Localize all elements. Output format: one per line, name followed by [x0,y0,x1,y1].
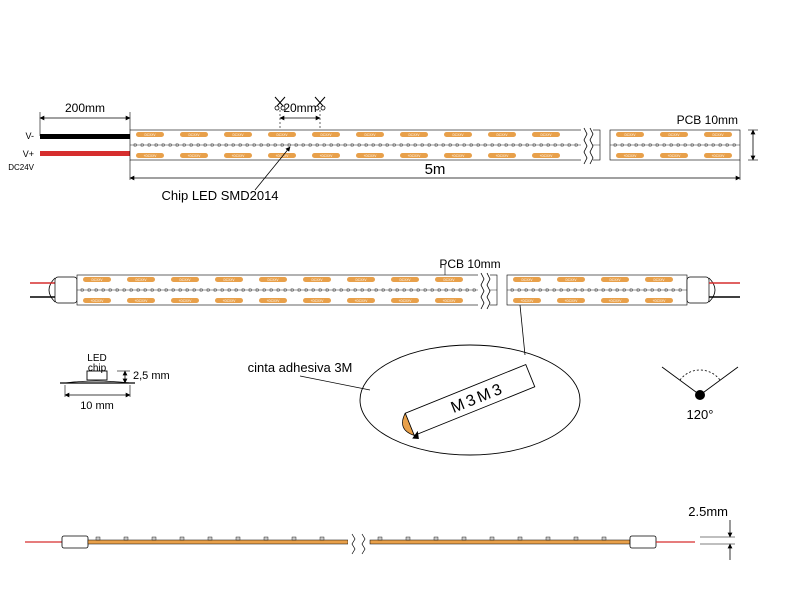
svg-text:DCXXV: DCXXV [268,278,280,282]
svg-text:+DCXXV: +DCXXV [320,154,334,158]
svg-text:DCXXV: DCXXV [669,133,681,137]
svg-text:DCXXV: DCXXV [312,278,324,282]
svg-text:DC24V: DC24V [8,163,34,172]
svg-text:5m: 5m [425,161,446,178]
svg-text:2.5mm: 2.5mm [688,504,728,519]
svg-text:DCXXV: DCXXV [233,133,245,137]
svg-text:V-: V- [25,131,34,141]
svg-text:+DCXXV: +DCXXV [540,154,554,158]
svg-text:DCXXV: DCXXV [356,278,368,282]
svg-text:DCXXV: DCXXV [625,133,637,137]
svg-text:200mm: 200mm [65,101,105,115]
svg-text:DCXXV: DCXXV [189,133,201,137]
svg-text:Chip LED SMD2014: Chip LED SMD2014 [161,188,278,203]
svg-text:DCXXV: DCXXV [713,133,725,137]
svg-text:DCXXV: DCXXV [522,278,534,282]
svg-text:DCXXV: DCXXV [136,278,148,282]
svg-text:+DCXXV: +DCXXV [232,154,246,158]
svg-text:120°: 120° [687,407,714,422]
svg-text:+DCXXV: +DCXXV [144,154,158,158]
svg-text:DCXXV: DCXXV [444,278,456,282]
svg-text:+DCXXV: +DCXXV [135,299,149,303]
svg-text:20mm: 20mm [283,101,316,115]
svg-text:DCXXV: DCXXV [180,278,192,282]
svg-text:+DCXXV: +DCXXV [496,154,510,158]
svg-text:+DCXXV: +DCXXV [712,154,726,158]
svg-text:+DCXXV: +DCXXV [521,299,535,303]
svg-text:DCXXV: DCXXV [92,278,104,282]
svg-text:2,5 mm: 2,5 mm [133,370,170,382]
svg-text:+DCXXV: +DCXXV [311,299,325,303]
svg-text:+DCXXV: +DCXXV [668,154,682,158]
svg-text:+DCXXV: +DCXXV [565,299,579,303]
svg-text:DCXXV: DCXXV [400,278,412,282]
svg-text:DCXXV: DCXXV [145,133,157,137]
svg-text:DCXXV: DCXXV [541,133,553,137]
svg-text:+DCXXV: +DCXXV [188,154,202,158]
svg-text:+DCXXV: +DCXXV [399,299,413,303]
svg-text:+DCXXV: +DCXXV [355,299,369,303]
svg-text:+DCXXV: +DCXXV [624,154,638,158]
svg-text:DCXXV: DCXXV [409,133,421,137]
svg-text:DCXXV: DCXXV [224,278,236,282]
svg-text:+DCXXV: +DCXXV [408,154,422,158]
svg-text:10 mm: 10 mm [80,400,114,412]
svg-text:DCXXV: DCXXV [497,133,509,137]
svg-text:DCXXV: DCXXV [453,133,465,137]
svg-text:+DCXXV: +DCXXV [609,299,623,303]
svg-text:+DCXXV: +DCXXV [267,299,281,303]
svg-text:+DCXXV: +DCXXV [91,299,105,303]
svg-text:+DCXXV: +DCXXV [364,154,378,158]
svg-text:+DCXXV: +DCXXV [653,299,667,303]
svg-text:chip: chip [88,363,107,374]
svg-text:DCXXV: DCXXV [610,278,622,282]
svg-text:+DCXXV: +DCXXV [452,154,466,158]
svg-text:DCXXV: DCXXV [566,278,578,282]
svg-text:cinta adhesiva 3M: cinta adhesiva 3M [248,360,353,375]
svg-text:DCXXV: DCXXV [321,133,333,137]
svg-text:+DCXXV: +DCXXV [443,299,457,303]
svg-text:+DCXXV: +DCXXV [223,299,237,303]
svg-text:DCXXV: DCXXV [277,133,289,137]
svg-text:V+: V+ [23,149,34,159]
svg-text:DCXXV: DCXXV [365,133,377,137]
svg-text:PCB 10mm: PCB 10mm [677,113,738,127]
svg-text:+DCXXV: +DCXXV [179,299,193,303]
svg-text:DCXXV: DCXXV [654,278,666,282]
svg-text:PCB 10mm: PCB 10mm [439,257,500,271]
